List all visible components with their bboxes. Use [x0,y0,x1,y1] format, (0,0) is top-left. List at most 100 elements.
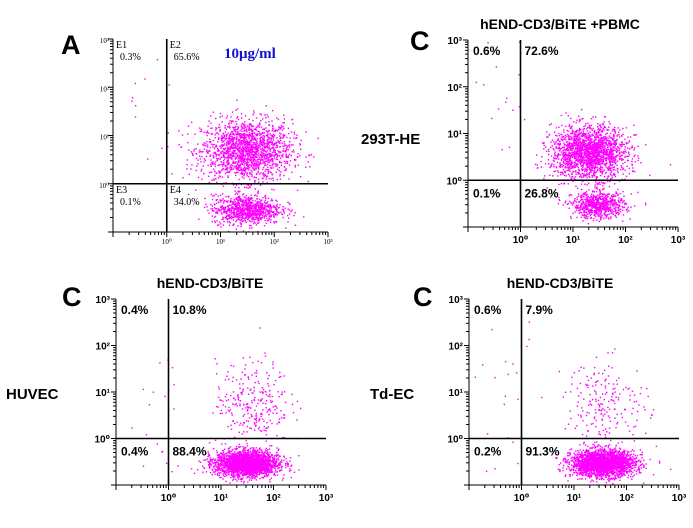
scatter-point [246,165,247,166]
scatter-point [581,162,582,163]
scatter-point [271,138,272,139]
scatter-point [255,142,256,143]
scatter-point [623,196,624,197]
scatter-point [585,201,586,202]
scatter-point [606,160,607,161]
scatter-point [610,152,611,153]
scatter-point [295,159,296,160]
scatter-point [570,163,571,164]
scatter-point [230,198,231,199]
scatter-point [297,153,298,154]
scatter-point [591,148,592,149]
scatter-point [287,161,288,162]
scatter-point [272,125,273,126]
scatter-point [608,166,609,167]
scatter-point [248,203,249,204]
scatter-point [604,157,605,158]
scatter-point [250,164,251,165]
scatter-point [563,204,564,205]
scatter-point [575,176,576,177]
scatter-point [537,168,538,169]
scatter-point [609,140,610,141]
scatter-point [621,135,622,136]
scatter-point [226,129,227,130]
scatter-point [244,166,245,167]
scatter-point [577,188,578,189]
scatter-point [579,151,580,152]
scatter-point [586,184,587,185]
scatter-point [241,124,242,125]
scatter-point [276,201,277,202]
scatter-point [253,169,254,170]
scatter-point [221,157,222,158]
scatter-point [232,148,233,149]
scatter-point [218,165,219,166]
scatter-point [303,216,304,217]
scatter-point [604,149,605,150]
scatter-point [570,126,571,127]
scatter-point [616,149,617,150]
scatter-point [600,167,601,168]
scatter-point [236,141,237,142]
scatter-point [570,160,571,161]
scatter-point [274,157,275,158]
scatter-point [264,212,265,213]
scatter-point [613,173,614,174]
scatter-point [252,211,253,212]
scatter-point [597,188,598,189]
scatter-point [284,166,285,167]
scatter-point [259,199,260,200]
scatter-point [232,142,233,143]
scatter-point [561,183,562,184]
scatter-point [243,138,244,139]
scatter-point [573,152,574,153]
scatter-point [259,135,260,136]
quadrant-percent: 0.3% [120,52,141,63]
scatter-point [269,133,270,134]
scatter-point [616,207,617,208]
scatter-point [293,150,294,151]
scatter-point [254,169,255,170]
scatter-point [614,169,615,170]
scatter-point [574,145,575,146]
scatter-point [223,145,224,146]
scatter-point [608,218,609,219]
scatter-point [236,220,237,221]
scatter-point [607,178,608,179]
scatter-point [556,127,557,128]
scatter-point [612,147,613,148]
scatter-point [244,218,245,219]
scatter-point [239,141,240,142]
scatter-point [204,207,205,208]
scatter-point [217,160,218,161]
scatter-point [287,202,288,203]
scatter-point [235,221,236,222]
scatter-point [244,173,245,174]
scatter-point [593,172,594,173]
scatter-point [228,133,229,134]
scatter-point [214,163,215,164]
scatter-point [206,156,207,157]
scatter-point [569,124,570,125]
scatter-point [608,127,609,128]
scatter-point [550,164,551,165]
scatter-point [265,122,266,123]
scatter-point [243,124,244,125]
scatter-point [610,218,611,219]
scatter-point [250,213,251,214]
scatter-point [629,140,630,141]
scatter-point [188,149,189,150]
scatter-point [570,168,571,169]
scatter-point [575,149,576,150]
scatter-point [289,146,290,147]
scatter-point [564,149,565,150]
scatter-point [576,139,577,140]
scatter-point [215,166,216,167]
scatter-point [279,152,280,153]
scatter-point [575,139,576,140]
scatter-point [253,142,254,143]
scatter-point [238,197,239,198]
scatter-point [594,191,595,192]
scatter-point [231,210,232,211]
scatter-point [220,226,221,227]
